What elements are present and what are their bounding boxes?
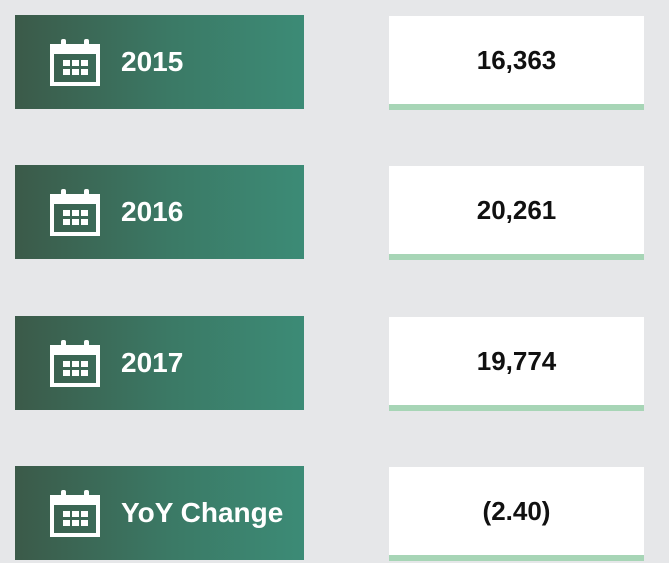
row-value: 16,363 xyxy=(476,45,557,75)
calendar-icon xyxy=(50,189,100,236)
row-label: 2017 xyxy=(121,347,184,378)
calendar-icon xyxy=(50,39,100,86)
label-box: YoY Change xyxy=(15,466,304,560)
row-value: (2.40) xyxy=(482,496,551,526)
label-box: 2015 xyxy=(15,15,304,109)
value-box: 20,261 xyxy=(389,166,644,260)
value-box: (2.40) xyxy=(389,467,644,561)
value-box: 19,774 xyxy=(389,317,644,411)
label-box: 2016 xyxy=(15,165,304,259)
label-box: 2017 xyxy=(15,316,304,410)
calendar-icon xyxy=(50,340,100,387)
row-label: 2016 xyxy=(121,196,184,227)
row-value: 20,261 xyxy=(476,195,557,225)
value-box: 16,363 xyxy=(389,16,644,110)
row-value: 19,774 xyxy=(476,346,557,376)
calendar-icon xyxy=(50,490,100,537)
row-label: YoY Change xyxy=(121,497,284,528)
row-label: 2015 xyxy=(121,46,184,77)
